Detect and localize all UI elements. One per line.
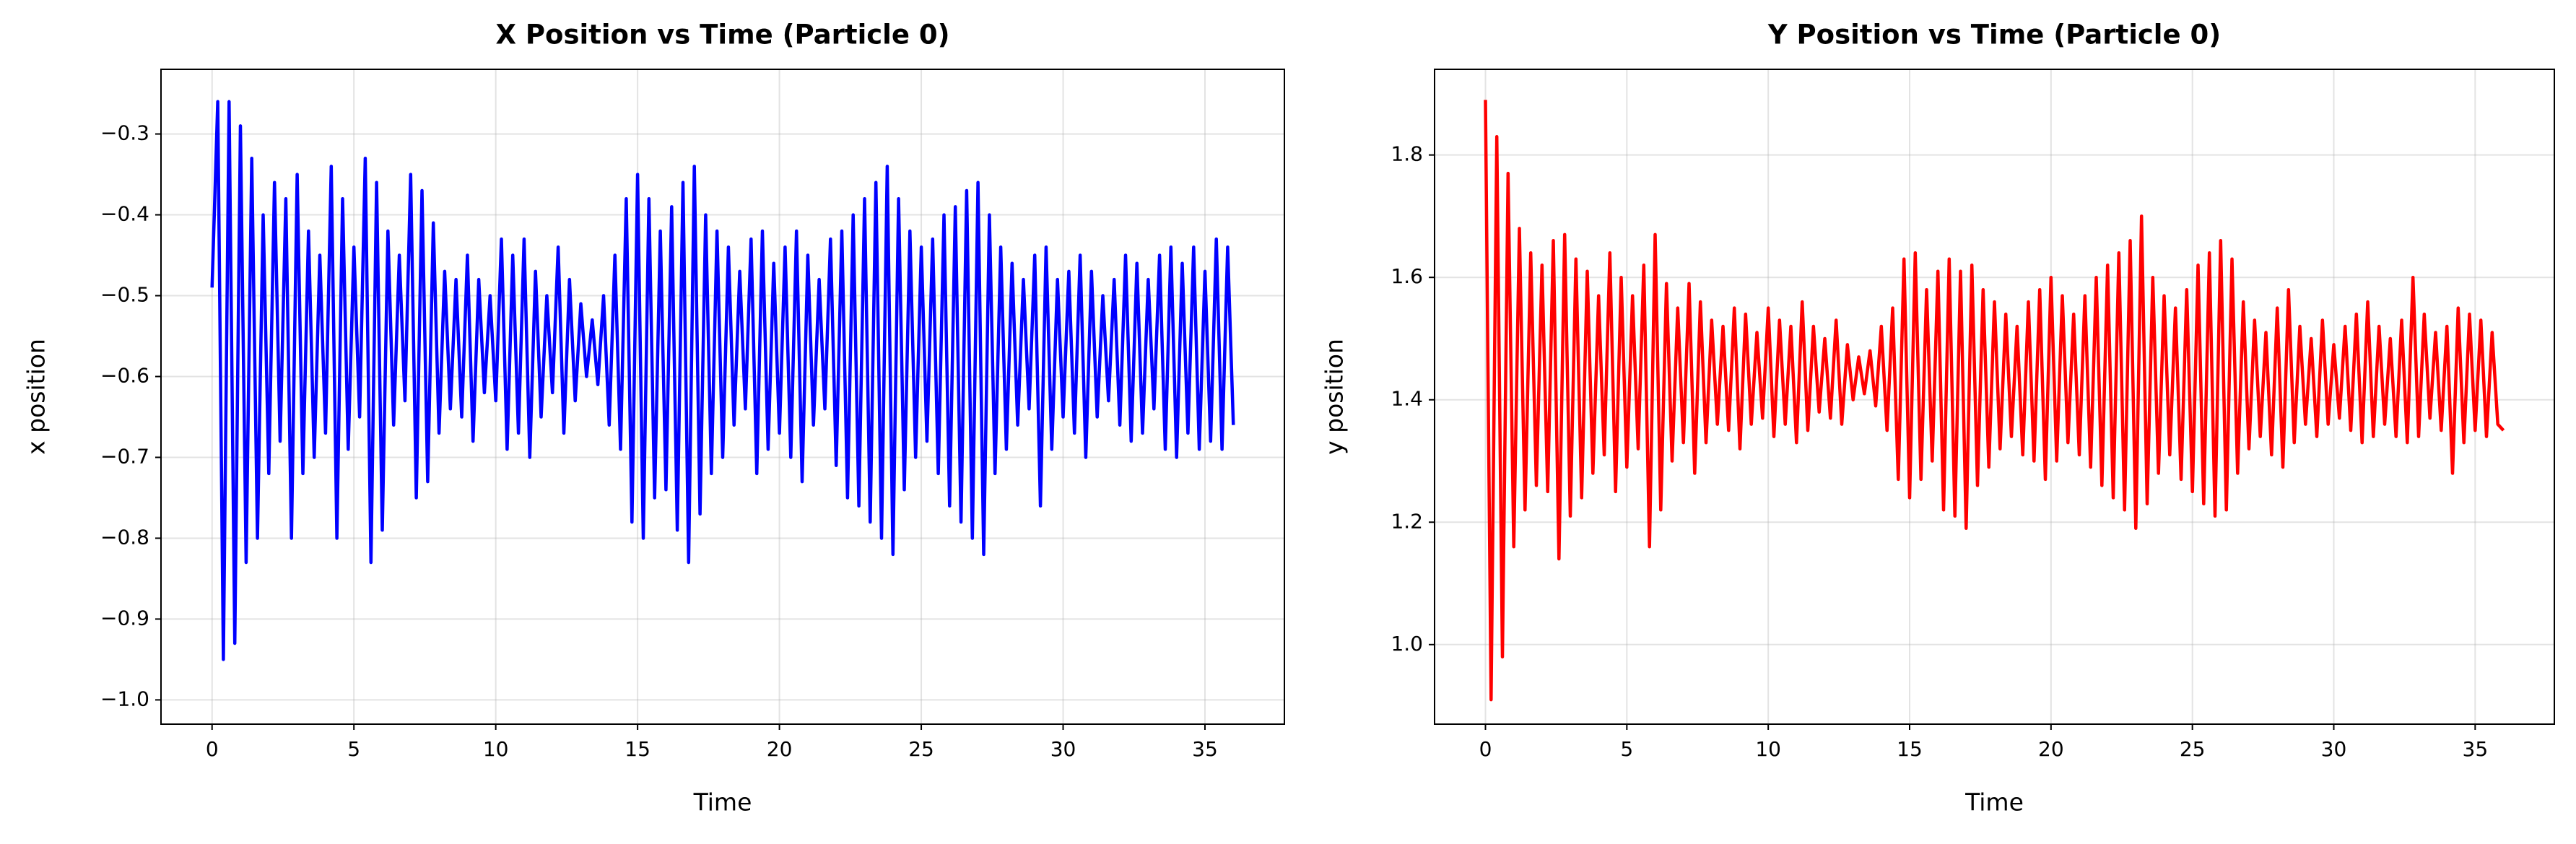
chart-title: X Position vs Time (Particle 0) bbox=[496, 19, 950, 51]
x-tick-label: 15 bbox=[1897, 737, 1923, 761]
y-tick-label: −0.5 bbox=[100, 283, 149, 307]
x-axis-label: Time bbox=[1964, 788, 2024, 817]
y-tick-label: −0.6 bbox=[100, 364, 149, 388]
y-tick-label: −0.4 bbox=[100, 202, 149, 226]
axes-frame bbox=[1434, 69, 2555, 725]
x-axis-label: Time bbox=[693, 788, 752, 817]
x-tick-label: 25 bbox=[2180, 737, 2206, 761]
y-tick-label: 1.8 bbox=[1391, 142, 1423, 166]
x-tick-label: 15 bbox=[625, 737, 650, 761]
x-tick-label: 30 bbox=[2321, 737, 2347, 761]
x-tick-label: 0 bbox=[1479, 737, 1492, 761]
y-tick-label: −0.3 bbox=[100, 121, 149, 145]
x-tick-label: 10 bbox=[483, 737, 509, 761]
y-tick-label: 1.6 bbox=[1391, 264, 1423, 288]
x-tick-label: 35 bbox=[1192, 737, 1218, 761]
data-line bbox=[1484, 100, 2505, 702]
x-tick-label: 20 bbox=[2038, 737, 2064, 761]
x-tick-label: 20 bbox=[767, 737, 793, 761]
y-tick-label: 1.0 bbox=[1391, 632, 1423, 656]
axes-frame bbox=[160, 69, 1285, 725]
y-tick-label: 1.2 bbox=[1391, 509, 1423, 533]
x-tick-label: 10 bbox=[1755, 737, 1781, 761]
x-tick-label: 5 bbox=[347, 737, 360, 761]
y-tick-label: −0.7 bbox=[100, 444, 149, 468]
y-axis-label: y position bbox=[1320, 339, 1349, 455]
y-tick-label: −0.9 bbox=[100, 606, 149, 630]
y-tick-label: −1.0 bbox=[100, 687, 149, 710]
y-axis-label: x position bbox=[22, 339, 51, 455]
x-tick-label: 35 bbox=[2463, 737, 2489, 761]
chart-title: Y Position vs Time (Particle 0) bbox=[1767, 19, 2221, 51]
data-line bbox=[210, 100, 1235, 661]
x-tick-label: 5 bbox=[1620, 737, 1633, 761]
x-tick-label: 0 bbox=[206, 737, 219, 761]
y-tick-label: 1.4 bbox=[1391, 387, 1423, 411]
x-tick-label: 30 bbox=[1050, 737, 1076, 761]
y-tick-label: −0.8 bbox=[100, 525, 149, 549]
x-tick-label: 25 bbox=[908, 737, 934, 761]
